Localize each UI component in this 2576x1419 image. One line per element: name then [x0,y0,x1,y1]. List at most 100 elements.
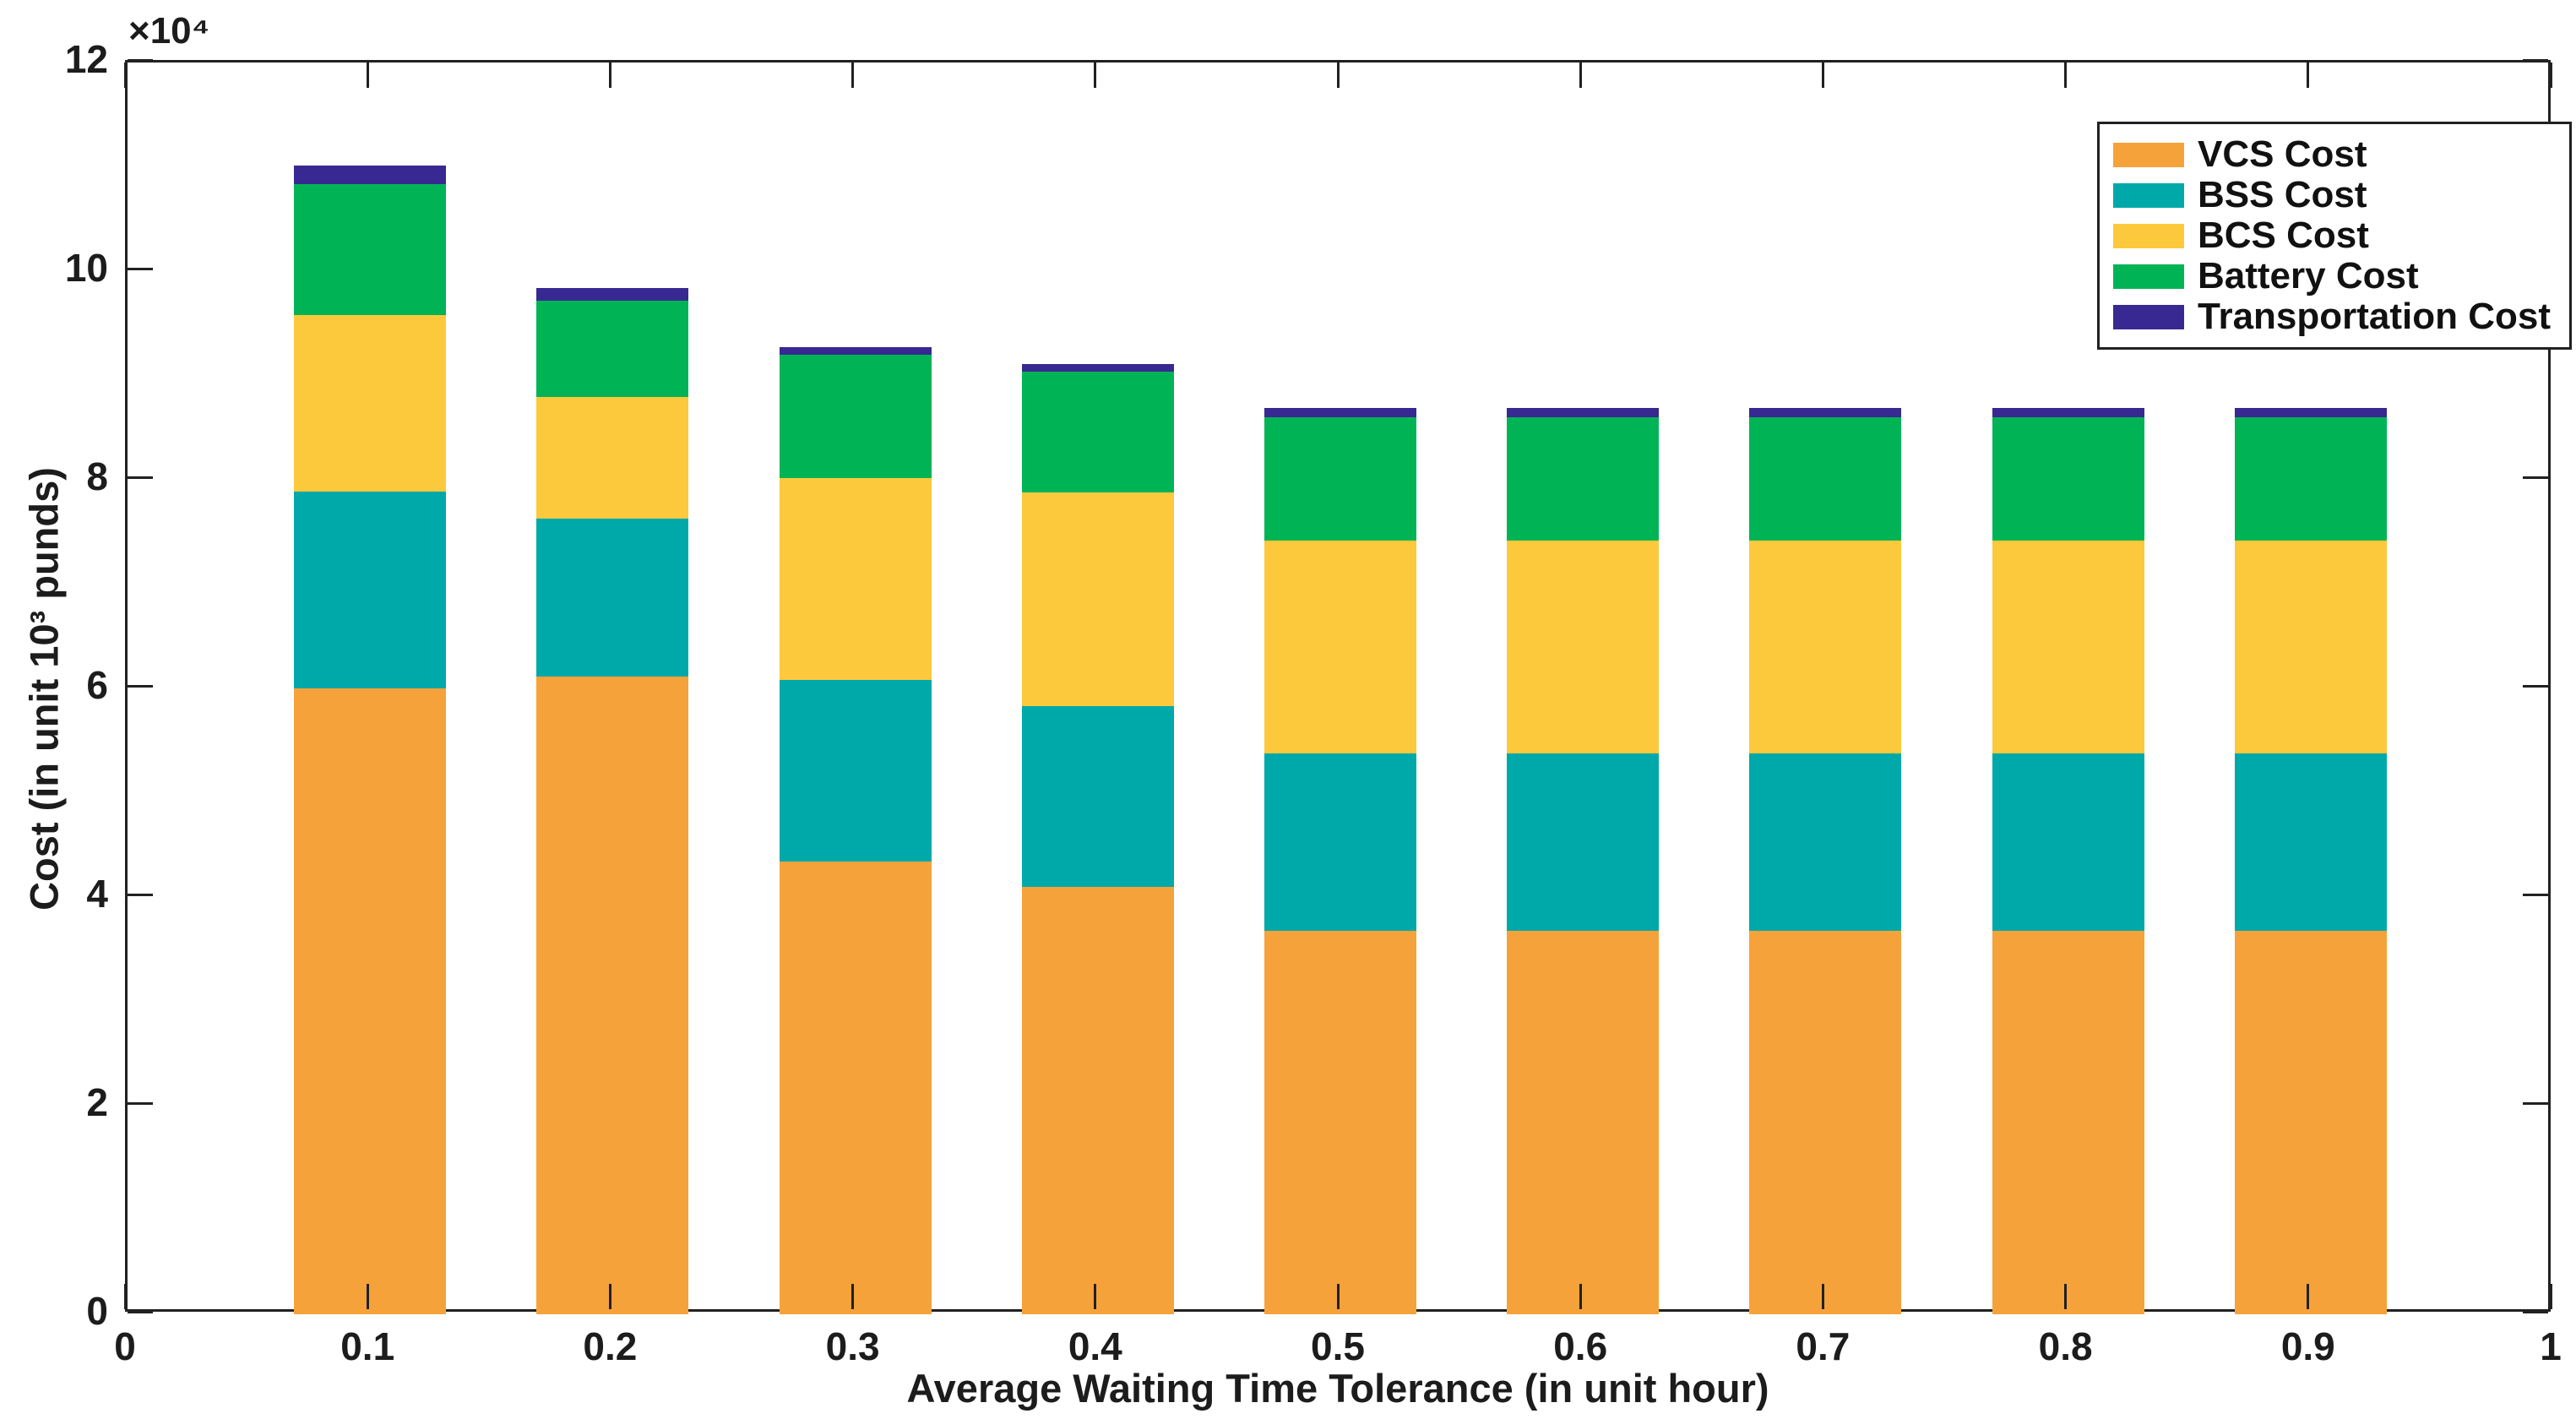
legend-row-battery-cost: Battery Cost [2113,256,2551,296]
y-tick-right [2523,1310,2548,1313]
bar-segment-bcs-cost-x0.2 [536,397,689,519]
x-tick-top [2064,63,2068,88]
y-tick-right [2523,893,2548,896]
x-axis-title: Average Waiting Time Tolerance (in unit … [906,1366,1769,1411]
y-tick-left [128,267,153,270]
bar-segment-battery-cost-x0.7 [1749,416,1902,541]
legend-row-bcs-cost: BCS Cost [2113,215,2551,256]
y-tick-right [2523,58,2548,62]
y-tick-right [2523,476,2548,479]
legend-label: BCS Cost [2198,215,2369,256]
x-tick-top [1579,63,1582,88]
x-tick-bottom [2064,1284,2068,1309]
bar-segment-battery-cost-x0.9 [2234,416,2387,541]
bar-segment-transportation-cost-x0.6 [1507,407,1660,417]
y-tick-label: 10 [64,246,108,290]
bar-segment-battery-cost-x0.3 [779,354,932,478]
y-tick-left [128,684,153,688]
x-tick-label: 1 [2540,1324,2562,1368]
x-tick-bottom [851,1284,855,1309]
legend-swatch [2113,182,2184,208]
bar-segment-bss-cost-x0.1 [294,491,447,688]
x-tick-label: 0.2 [583,1324,638,1368]
bar-segment-vcs-cost-x0.6 [1507,930,1660,1314]
bar-segment-battery-cost-x0.5 [1264,416,1416,541]
y-tick-left [128,58,153,62]
legend-label: Battery Cost [2198,255,2419,296]
bar-segment-transportation-cost-x0.1 [294,166,447,185]
bar-segment-vcs-cost-x0.9 [2234,930,2387,1314]
bar-segment-battery-cost-x0.2 [536,300,689,398]
x-tick-bottom [1821,1284,1824,1309]
x-tick-label: 0.5 [1311,1324,1365,1368]
x-tick-bottom [608,1284,611,1309]
bar-segment-transportation-cost-x0.9 [2234,407,2387,417]
x-tick-label: 0.1 [340,1324,395,1368]
bar-segment-bcs-cost-x0.3 [779,477,932,681]
y-tick-right [2523,684,2548,688]
y-tick-left [128,893,153,896]
legend-row-transportation-cost: Transportation Cost [2113,296,2551,337]
x-tick-top [1821,63,1824,88]
x-tick-bottom [2307,1284,2310,1309]
bar-segment-battery-cost-x0.8 [1992,416,2144,541]
x-tick-label: 0.4 [1068,1324,1122,1368]
bar-segment-bcs-cost-x0.7 [1749,540,1902,753]
legend-label: BSS Cost [2198,174,2367,215]
y-tick-left [128,1101,153,1105]
x-tick-top [366,63,369,88]
x-tick-top [123,63,127,88]
y-tick-label: 0 [86,1289,108,1333]
bar-segment-bss-cost-x0.6 [1507,753,1660,931]
x-tick-top [1094,63,1097,88]
legend-label: VCS Cost [2198,133,2367,175]
x-tick-bottom [366,1284,369,1309]
bar-segment-bss-cost-x0.4 [1021,705,1174,887]
legend-swatch [2113,142,2184,167]
bar-segment-bss-cost-x0.8 [1992,753,2144,931]
bar-segment-bcs-cost-x0.6 [1507,540,1660,753]
bar-segment-transportation-cost-x0.4 [1021,363,1174,372]
x-tick-label: 0.7 [1796,1324,1850,1368]
y-tick-label: 12 [64,37,108,81]
bar-segment-battery-cost-x0.1 [294,184,447,315]
x-tick-top [608,63,611,88]
x-tick-bottom [123,1284,127,1309]
y-tick-left [128,476,153,479]
bar-segment-vcs-cost-x0.3 [779,862,932,1314]
x-tick-bottom [1336,1284,1340,1309]
legend-row-bss-cost: BSS Cost [2113,175,2551,215]
bar-segment-transportation-cost-x0.3 [779,347,932,355]
bar-segment-transportation-cost-x0.8 [1992,407,2144,417]
x-tick-top [851,63,855,88]
x-tick-label: 0.6 [1553,1324,1608,1368]
x-tick-label: 0.8 [2038,1324,2093,1368]
bar-segment-bcs-cost-x0.9 [2234,540,2387,753]
bar-segment-vcs-cost-x0.2 [536,677,689,1314]
y-tick-right [2523,1101,2548,1105]
bar-segment-bss-cost-x0.5 [1264,753,1416,931]
bar-segment-vcs-cost-x0.5 [1264,930,1416,1314]
x-tick-top [2549,63,2552,88]
bar-segment-bcs-cost-x0.1 [294,314,447,492]
bar-segment-bss-cost-x0.9 [2234,753,2387,931]
legend-swatch [2113,264,2184,289]
bar-segment-bcs-cost-x0.8 [1992,540,2144,753]
bar-segment-bcs-cost-x0.5 [1264,540,1416,753]
y-tick-label: 2 [86,1080,108,1124]
y-tick-label: 4 [86,872,108,916]
y-axis-exponent-label: ×10⁴ [128,10,210,52]
bar-segment-vcs-cost-x0.1 [294,688,447,1314]
bar-segment-bcs-cost-x0.4 [1021,492,1174,706]
legend-swatch [2113,223,2184,248]
bar-segment-transportation-cost-x0.5 [1264,407,1416,417]
bar-segment-bss-cost-x0.7 [1749,753,1902,931]
legend: VCS Cost BSS Cost BCS Cost Battery Cost Tran… [2097,122,2573,350]
bar-segment-vcs-cost-x0.7 [1749,930,1902,1314]
legend-swatch [2113,304,2184,329]
y-tick-left [128,1310,153,1313]
bar-segment-transportation-cost-x0.2 [536,287,689,301]
bar-segment-battery-cost-x0.4 [1021,371,1174,492]
bar-segment-vcs-cost-x0.4 [1021,886,1174,1314]
